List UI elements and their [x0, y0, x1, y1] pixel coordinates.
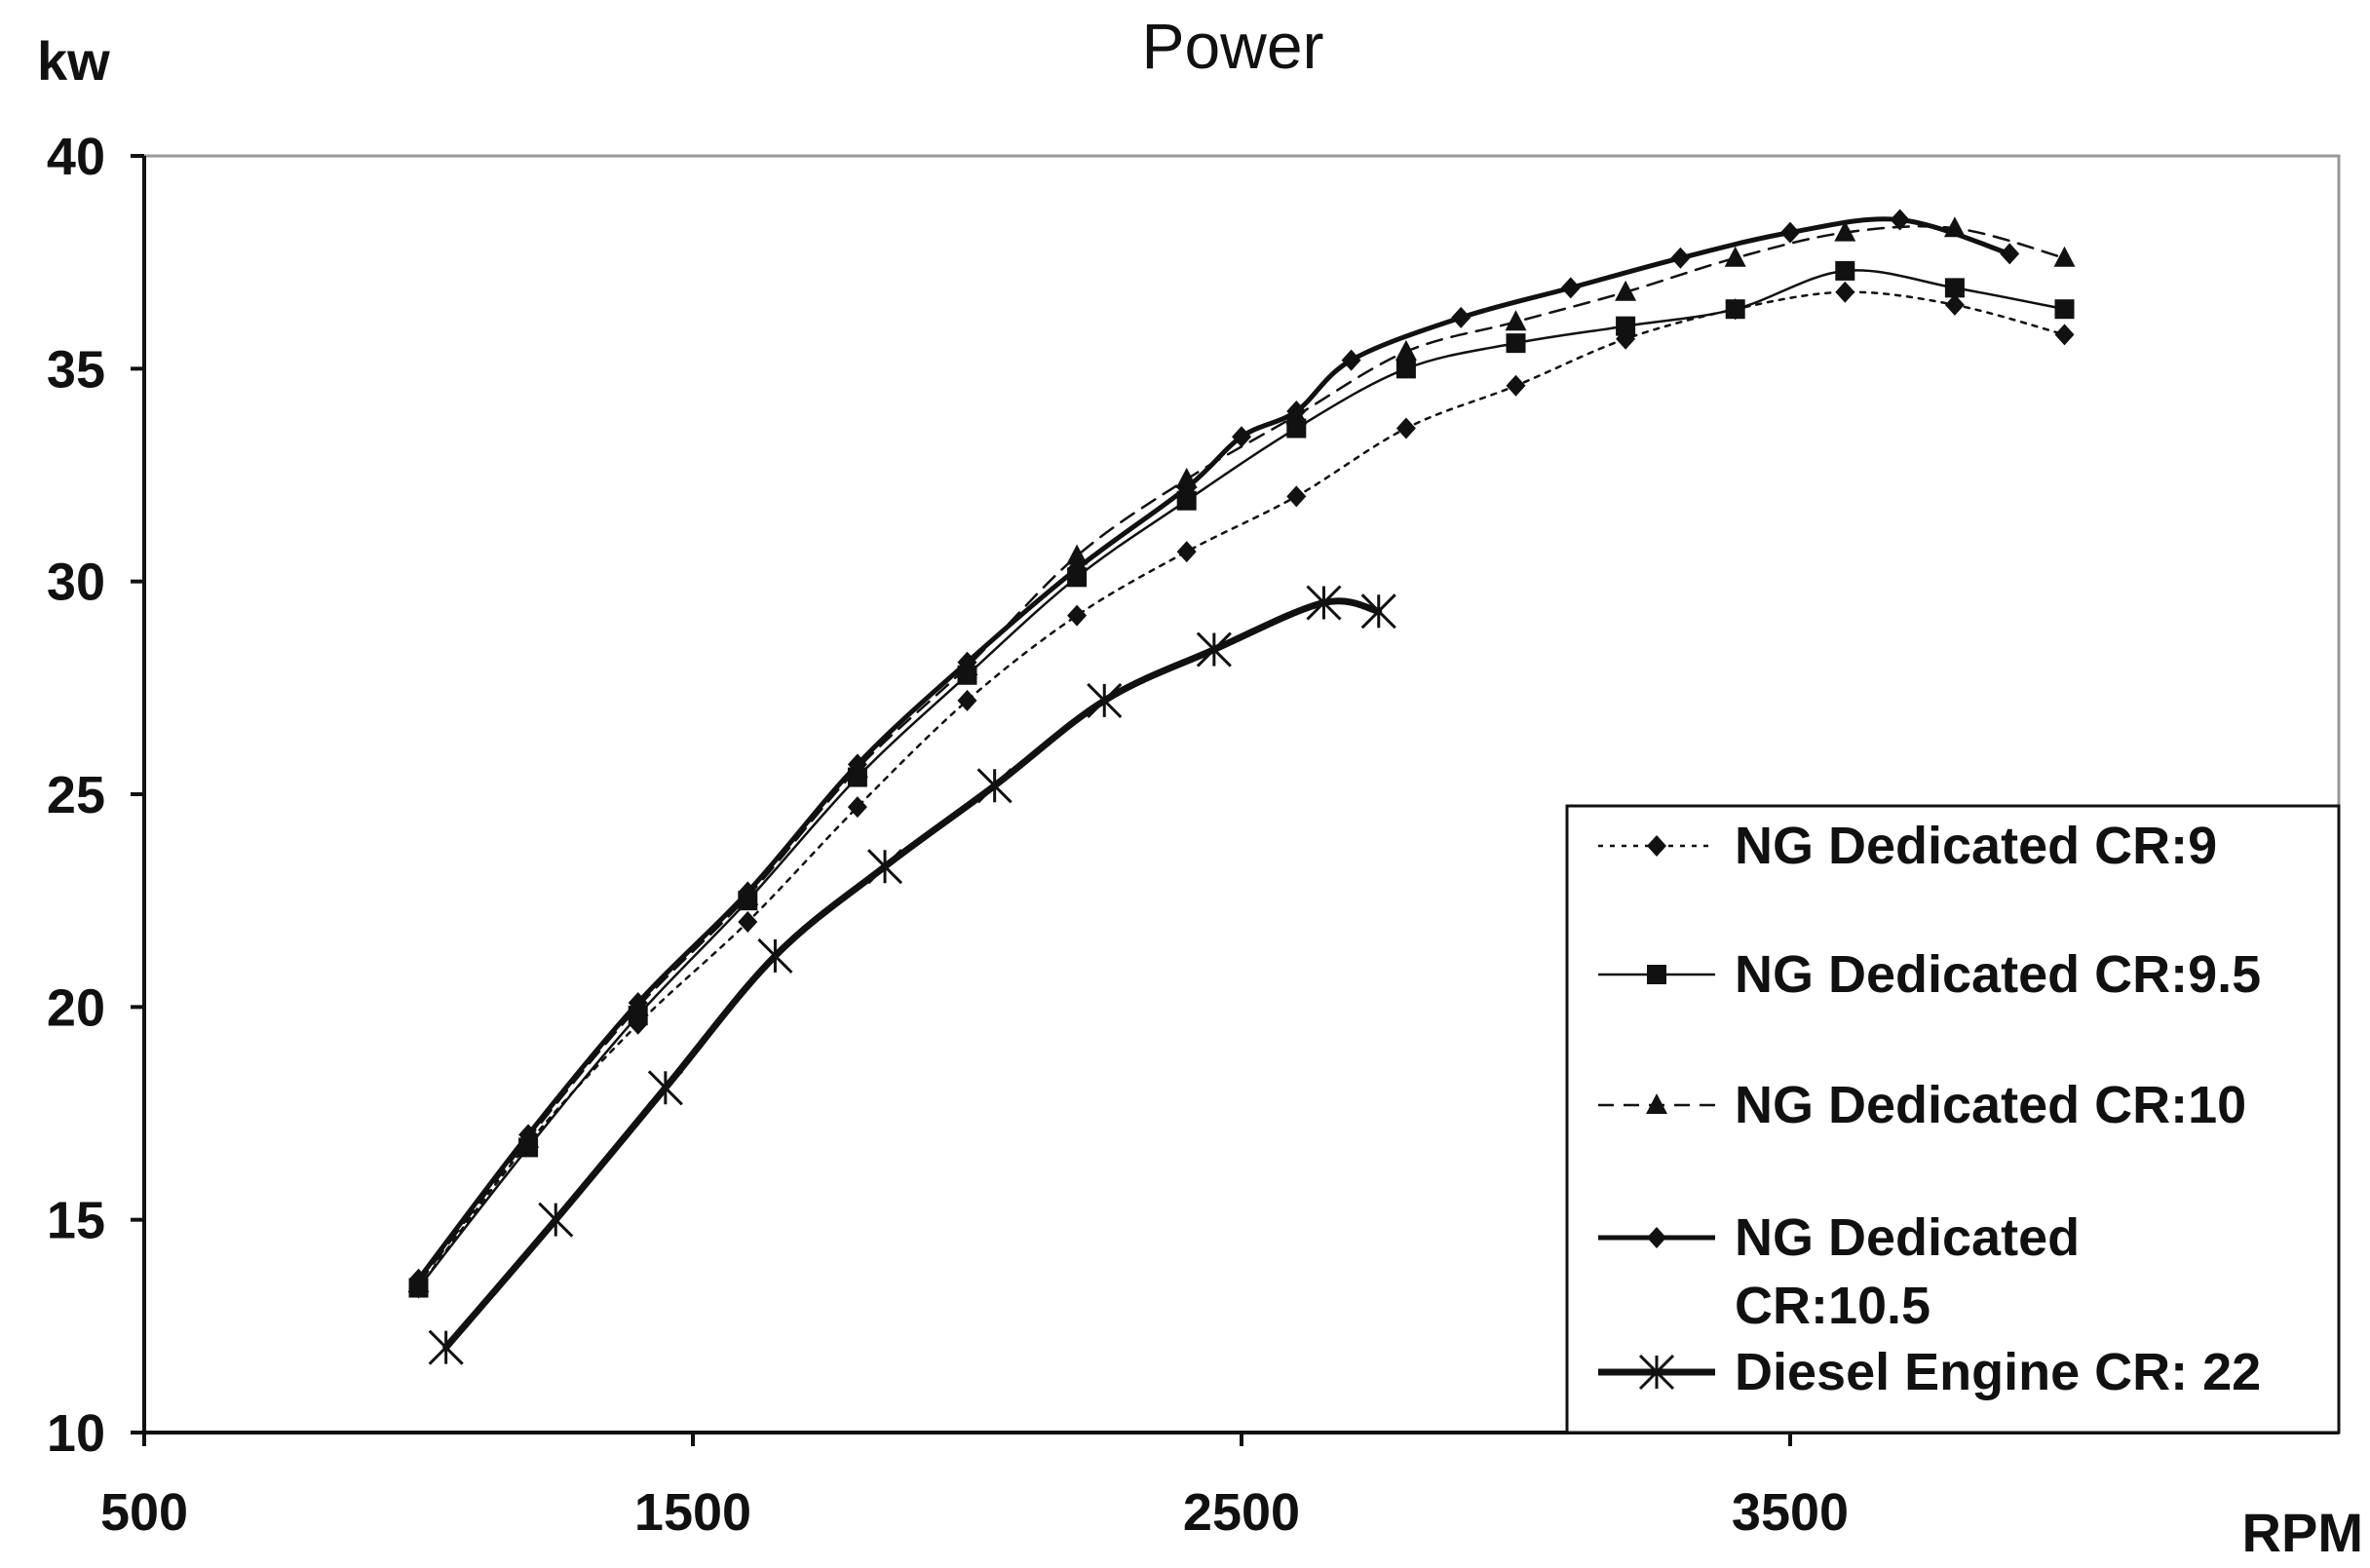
series-4-point — [1232, 426, 1251, 448]
series-4-point — [847, 753, 867, 776]
legend-item-1: NG Dedicated CR:9 — [1598, 817, 2217, 875]
series-1-point — [847, 796, 867, 819]
series-1-point — [1506, 374, 1526, 397]
x-tick-label: 3500 — [1732, 1483, 1849, 1542]
series-3-point — [1724, 246, 1746, 267]
legend-marker — [1647, 965, 1666, 984]
series-1-point — [738, 911, 758, 933]
series-1-point — [1176, 541, 1197, 563]
series-5-point — [976, 768, 1013, 804]
axis-ticks: 10 15 20 25 30 35 40 500 1500 2500 3500 — [47, 128, 1849, 1542]
legend-item-4: NG Dedicated CR:10.5 — [1598, 1208, 2080, 1335]
y-tick-label: 30 — [47, 554, 105, 612]
legend-label: NG Dedicated CR:10.5 — [1735, 1208, 2080, 1335]
series-4-point — [1670, 247, 1691, 269]
series-1-point — [1395, 417, 1416, 440]
series-4-point — [1780, 221, 1800, 244]
series-2-point — [1944, 278, 1965, 298]
series-5 — [428, 585, 1396, 1365]
series-1-point — [1944, 293, 1965, 316]
x-tick-label: 500 — [100, 1483, 188, 1542]
series-4-point — [1451, 306, 1472, 328]
series-1-point — [1067, 604, 1088, 627]
chart-title: Power — [1141, 10, 1323, 82]
legend-item-2: NG Dedicated CR:9.5 — [1598, 945, 2261, 1004]
y-tick-label: 35 — [47, 340, 105, 399]
series-5-point — [1087, 682, 1123, 718]
series-5-point — [1360, 593, 1396, 630]
series-3-point — [1505, 310, 1527, 331]
legend-label: Diesel Engine CR: 22 — [1735, 1343, 2261, 1401]
series-4-point — [408, 1268, 429, 1290]
series-2-point — [2054, 299, 2075, 320]
series-2-point — [1616, 316, 1636, 336]
legend-box — [1565, 804, 2341, 1434]
y-axis-title: kw — [37, 30, 110, 92]
series-5-point — [866, 849, 903, 885]
legend-label: NG Dedicated CR:10 — [1735, 1076, 2246, 1134]
series-2-point — [1835, 260, 1855, 281]
y-tick-label: 15 — [47, 1192, 105, 1250]
y-tick-label: 25 — [47, 766, 105, 824]
series-5-point — [647, 1070, 683, 1106]
y-tick-label: 40 — [47, 128, 105, 186]
series-4-point — [738, 881, 758, 903]
series-4-point — [628, 991, 648, 1013]
series-4-point — [1286, 401, 1307, 422]
legend-marker — [1647, 835, 1666, 857]
series-2-point — [1725, 299, 1745, 320]
legend-items: NG Dedicated CR:9 NG Dedicated CR:9.5 NG D… — [1598, 817, 2261, 1401]
series-1-point — [957, 689, 977, 711]
legend-label: NG Dedicated CR:9.5 — [1735, 945, 2261, 1004]
series-3-point — [2053, 246, 2076, 267]
series-4-point — [1176, 477, 1197, 499]
x-tick-label: 2500 — [1183, 1483, 1300, 1542]
series-1-point — [2054, 324, 2075, 346]
series-4-point — [2000, 243, 2020, 265]
legend-item-5: Diesel Engine CR: 22 — [1598, 1343, 2261, 1401]
series-2-point — [1176, 490, 1197, 511]
series-4-point — [1067, 557, 1088, 580]
x-axis-title: RPM — [2242, 1502, 2363, 1563]
x-tick-label: 1500 — [634, 1483, 751, 1542]
series-3-point — [1066, 544, 1089, 565]
legend: NG Dedicated CR:9 NG Dedicated CR:9.5 NG D… — [1565, 804, 2341, 1434]
series-layer — [407, 209, 2076, 1365]
series-5-point — [538, 1202, 574, 1238]
series-5-point — [1306, 585, 1342, 621]
series-3-point — [1834, 220, 1856, 242]
series-1-point — [1286, 485, 1307, 508]
series-4-point — [518, 1124, 539, 1146]
series-3-point — [1615, 280, 1637, 301]
series-4-point — [1560, 277, 1581, 299]
series-5-point — [428, 1329, 464, 1365]
legend-marker — [1638, 1354, 1675, 1391]
y-tick-label: 20 — [47, 978, 105, 1037]
series-4-line — [416, 216, 2012, 1282]
legend-marker — [1646, 1093, 1667, 1114]
series-3-point — [1395, 339, 1417, 361]
series-2-point — [1506, 333, 1526, 354]
legend-label: NG Dedicated CR:9 — [1735, 817, 2217, 875]
y-tick-label: 10 — [47, 1404, 105, 1463]
series-1-point — [1835, 281, 1855, 303]
series-4 — [408, 209, 2020, 1290]
legend-marker — [1647, 1227, 1666, 1248]
series-5-point — [757, 937, 793, 974]
series-4-point — [1890, 209, 1910, 231]
series-2-point — [1395, 359, 1416, 379]
series-4-point — [957, 651, 977, 673]
legend-item-3: NG Dedicated CR:10 — [1598, 1076, 2246, 1134]
series-4-point — [1341, 349, 1361, 371]
series-5-point — [1196, 631, 1232, 668]
series-1-line — [417, 290, 2066, 1289]
